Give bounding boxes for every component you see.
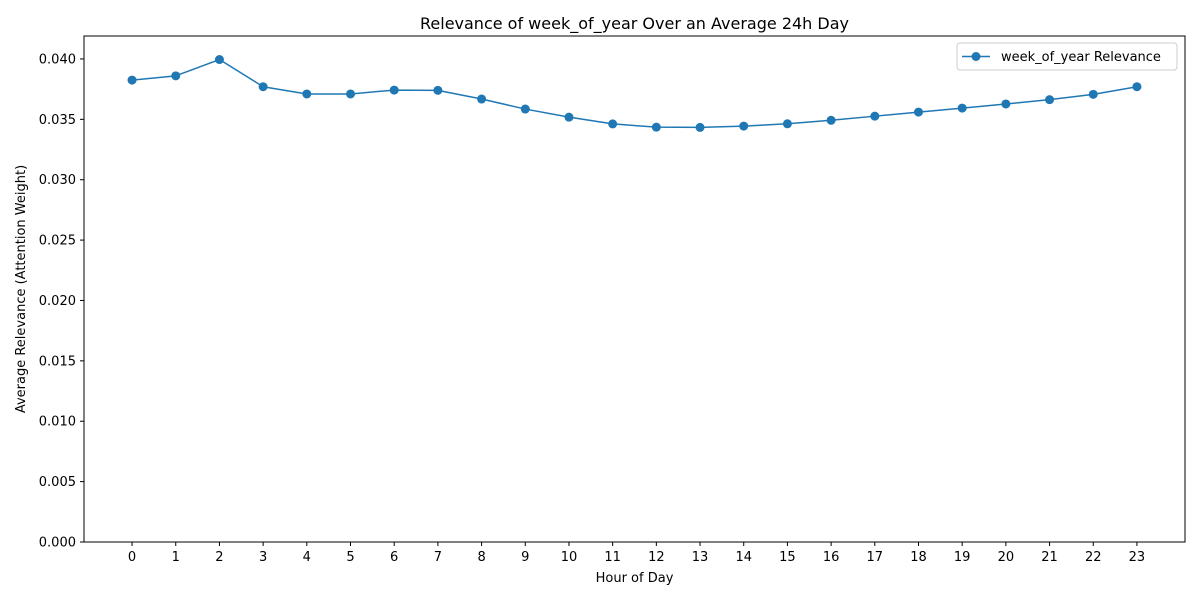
x-tick-label: 6: [390, 550, 398, 565]
x-tick-label: 17: [867, 550, 884, 565]
data-point: [127, 75, 137, 85]
plot-area: 0.000 0.005 0.010 0.015 0.020 0.025 0.030 0.035…: [39, 35, 1186, 565]
y-tick-label: 0.000: [39, 536, 76, 551]
data-point: [826, 115, 836, 125]
x-tick-label: 22: [1085, 550, 1102, 565]
data-point: [258, 82, 268, 92]
x-tick-label: 21: [1041, 550, 1058, 565]
x-tick-label: 8: [477, 550, 485, 565]
x-tick-label: 14: [735, 550, 752, 565]
data-point: [171, 71, 181, 81]
data-point: [1045, 95, 1055, 105]
x-tick-label: 4: [303, 550, 311, 565]
data-point: [608, 119, 618, 129]
x-tick-label: 5: [346, 550, 354, 565]
y-tick-label: 0.005: [39, 475, 76, 490]
x-tick-label: 16: [823, 550, 840, 565]
data-point: [1088, 89, 1098, 99]
x-tick-label: 10: [561, 550, 578, 565]
y-tick-label: 0.015: [39, 354, 76, 369]
x-tick-label: 3: [259, 550, 267, 565]
data-point: [520, 104, 530, 114]
x-tick-label: 23: [1129, 550, 1146, 565]
data-point: [782, 119, 792, 129]
x-tick-label: 7: [434, 550, 442, 565]
y-tick-label: 0.020: [39, 294, 76, 309]
y-axis-label: Average Relevance (Attention Weight): [14, 165, 29, 413]
data-point: [302, 89, 312, 99]
data-point: [346, 89, 356, 99]
x-tick-label: 13: [692, 550, 709, 565]
x-tick-label: 12: [648, 550, 665, 565]
x-tick-label: 11: [604, 550, 621, 565]
data-point: [477, 94, 487, 104]
y-tick-label: 0.030: [39, 173, 76, 188]
axes-frame: [83, 35, 1186, 543]
x-tick-label: 20: [998, 550, 1015, 565]
legend-box: [956, 42, 1178, 71]
data-point: [913, 107, 923, 117]
x-tick-label: 19: [954, 550, 971, 565]
data-point: [433, 85, 443, 95]
data-point: [739, 121, 749, 131]
y-tick-label: 0.025: [39, 234, 76, 249]
x-tick-label: 1: [172, 550, 180, 565]
legend-label: week_of_year Relevance: [1001, 50, 1161, 65]
y-tick-label: 0.040: [39, 52, 76, 67]
x-tick-label: 2: [215, 550, 223, 565]
data-point: [1132, 82, 1142, 92]
x-tick-label: 9: [521, 550, 529, 565]
y-tick-label: 0.010: [39, 415, 76, 430]
x-tick-label: 0: [128, 550, 136, 565]
x-tick-label: 18: [910, 550, 927, 565]
x-axis-label: Hour of Day: [596, 571, 674, 586]
legend: week_of_year Relevance: [956, 42, 1178, 71]
x-tick-label: 15: [779, 550, 796, 565]
data-point: [214, 55, 224, 65]
data-point: [651, 122, 661, 132]
data-point: [957, 103, 967, 113]
data-point: [1001, 99, 1011, 109]
legend-marker-swatch: [971, 52, 981, 61]
data-point: [389, 85, 399, 95]
data-point: [695, 122, 705, 132]
series-line: [131, 58, 1138, 129]
chart-title: Relevance of week_of_year Over an Averag…: [420, 14, 849, 34]
data-point: [870, 111, 880, 121]
y-tick-label: 0.035: [39, 113, 76, 128]
data-point: [564, 112, 574, 122]
